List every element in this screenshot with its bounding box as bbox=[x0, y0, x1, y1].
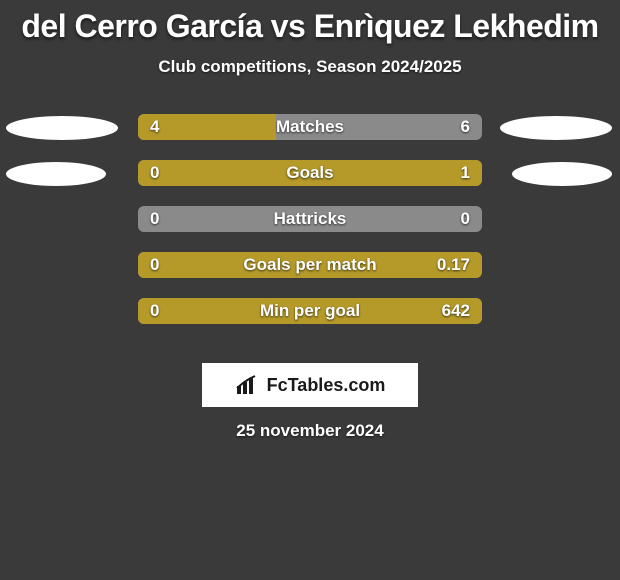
ellipse-left bbox=[6, 116, 118, 140]
stat-bar: 01Goals bbox=[138, 160, 482, 186]
bars-icon bbox=[235, 374, 261, 396]
stat-bar: 00.17Goals per match bbox=[138, 252, 482, 278]
ellipse-right bbox=[512, 162, 612, 186]
subtitle: Club competitions, Season 2024/2025 bbox=[0, 57, 620, 77]
stat-label: Matches bbox=[138, 114, 482, 140]
page-title: del Cerro García vs Enrìquez Lekhedim bbox=[0, 0, 620, 45]
stat-label: Goals bbox=[138, 160, 482, 186]
stat-label: Hattricks bbox=[138, 206, 482, 232]
logo-inner: FcTables.com bbox=[235, 374, 386, 396]
stat-label: Goals per match bbox=[138, 252, 482, 278]
stat-row: 46Matches bbox=[0, 113, 620, 159]
ellipse-left bbox=[6, 162, 106, 186]
stat-rows: 46Matches 01Goals 00Hattricks 00.17Goals pe… bbox=[0, 113, 620, 343]
stat-row: 0642Min per goal bbox=[0, 297, 620, 343]
source-logo: FcTables.com bbox=[202, 363, 418, 407]
stat-row: 00.17Goals per match bbox=[0, 251, 620, 297]
date: 25 november 2024 bbox=[0, 421, 620, 441]
stat-row: 00Hattricks bbox=[0, 205, 620, 251]
infographic: del Cerro García vs Enrìquez Lekhedim Cl… bbox=[0, 0, 620, 580]
stat-label: Min per goal bbox=[138, 298, 482, 324]
logo-text: FcTables.com bbox=[267, 375, 386, 396]
stat-row: 01Goals bbox=[0, 159, 620, 205]
stat-bar: 46Matches bbox=[138, 114, 482, 140]
stat-bar: 0642Min per goal bbox=[138, 298, 482, 324]
ellipse-right bbox=[500, 116, 612, 140]
stat-bar: 00Hattricks bbox=[138, 206, 482, 232]
